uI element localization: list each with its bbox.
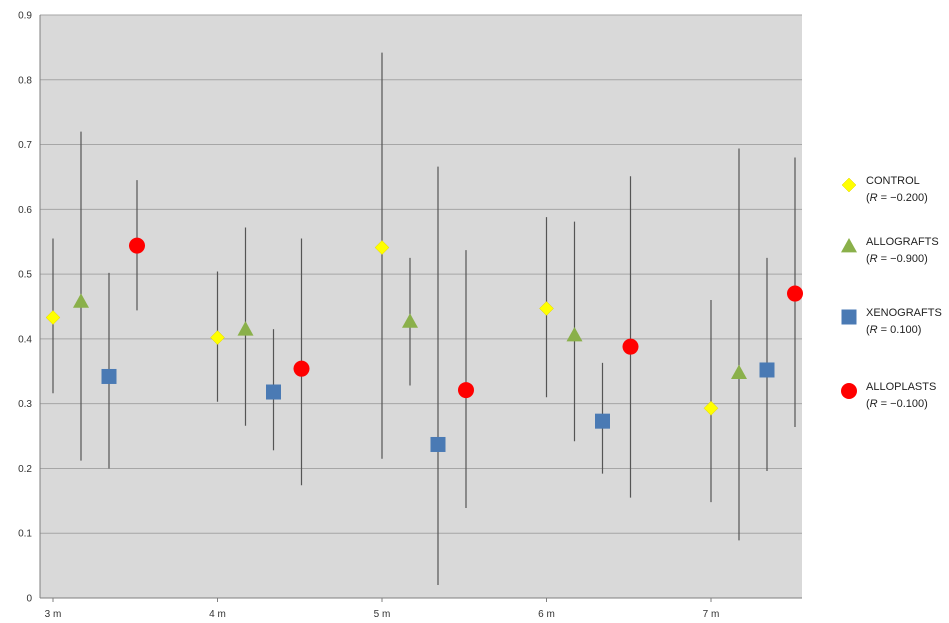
y-tick-labels: 0 0.1 0.2 0.3 0.4 0.5 0.6 0.7 0.8 0.9: [18, 11, 32, 605]
data-point: [374, 240, 390, 255]
y-tick-label: 0.1: [18, 529, 32, 540]
data-point: [45, 310, 61, 325]
y-tick-label: 0.8: [18, 75, 32, 86]
x-tick-label: 7 m: [703, 609, 720, 620]
legend-series-name: ALLOGRAFTS: [866, 236, 939, 248]
y-tick-label: 0.9: [18, 11, 32, 22]
data-point: [458, 382, 474, 399]
legend-series-name: CONTROL: [866, 175, 920, 187]
x-tick-label: 5 m: [374, 609, 391, 620]
data-point: [703, 400, 719, 416]
x-tick-label: 4 m: [209, 609, 226, 620]
data-point: [595, 413, 610, 429]
legend-marker: [841, 177, 857, 193]
data-markers: [45, 237, 803, 452]
data-point: [101, 368, 117, 384]
data-point: [759, 362, 775, 378]
y-tick-label: 0.3: [18, 399, 32, 410]
plot-area: [40, 15, 802, 598]
y-tick-label: 0.6: [18, 205, 32, 216]
legend-r-value: (R = −0.900): [866, 253, 928, 265]
legend-series-name: ALLOPLASTS: [866, 381, 936, 393]
y-tick-label: 0.5: [18, 270, 32, 281]
legend-r-value: (R = −0.200): [866, 192, 928, 204]
data-point: [293, 360, 310, 377]
gridlines: [40, 14, 802, 534]
data-point: [731, 364, 747, 379]
y-tick-label: 0.7: [18, 140, 32, 151]
data-point: [266, 384, 281, 400]
y-tick-label: 0.2: [18, 464, 32, 475]
data-point: [129, 237, 145, 254]
data-point: [210, 330, 225, 345]
legend-marker: [841, 383, 857, 399]
x-tick-label: 6 m: [538, 609, 555, 620]
data-point: [566, 327, 583, 342]
data-point: [622, 338, 639, 355]
data-point: [539, 301, 554, 316]
data-point: [430, 436, 446, 452]
data-point: [73, 293, 89, 308]
x-tick-label: 3 m: [45, 609, 62, 620]
data-point: [402, 313, 418, 328]
legend-series-name: XENOGRAFTS: [866, 307, 942, 319]
legend-marker: [841, 309, 857, 325]
legend: CONTROL (R = −0.200) ALLOGRAFTS (R = −0.900…: [841, 175, 942, 410]
data-point: [787, 285, 803, 302]
legend-r-value: (R = 0.100): [866, 324, 921, 336]
axes: [39, 15, 802, 602]
legend-r-value: (R = −0.100): [866, 398, 928, 410]
x-tick-labels: 3 m 4 m 5 m 6 m 7 m: [45, 609, 720, 620]
data-point: [237, 321, 254, 336]
legend-marker: [841, 238, 857, 253]
y-tick-label: 0: [26, 594, 32, 605]
y-tick-label: 0.4: [18, 334, 32, 345]
